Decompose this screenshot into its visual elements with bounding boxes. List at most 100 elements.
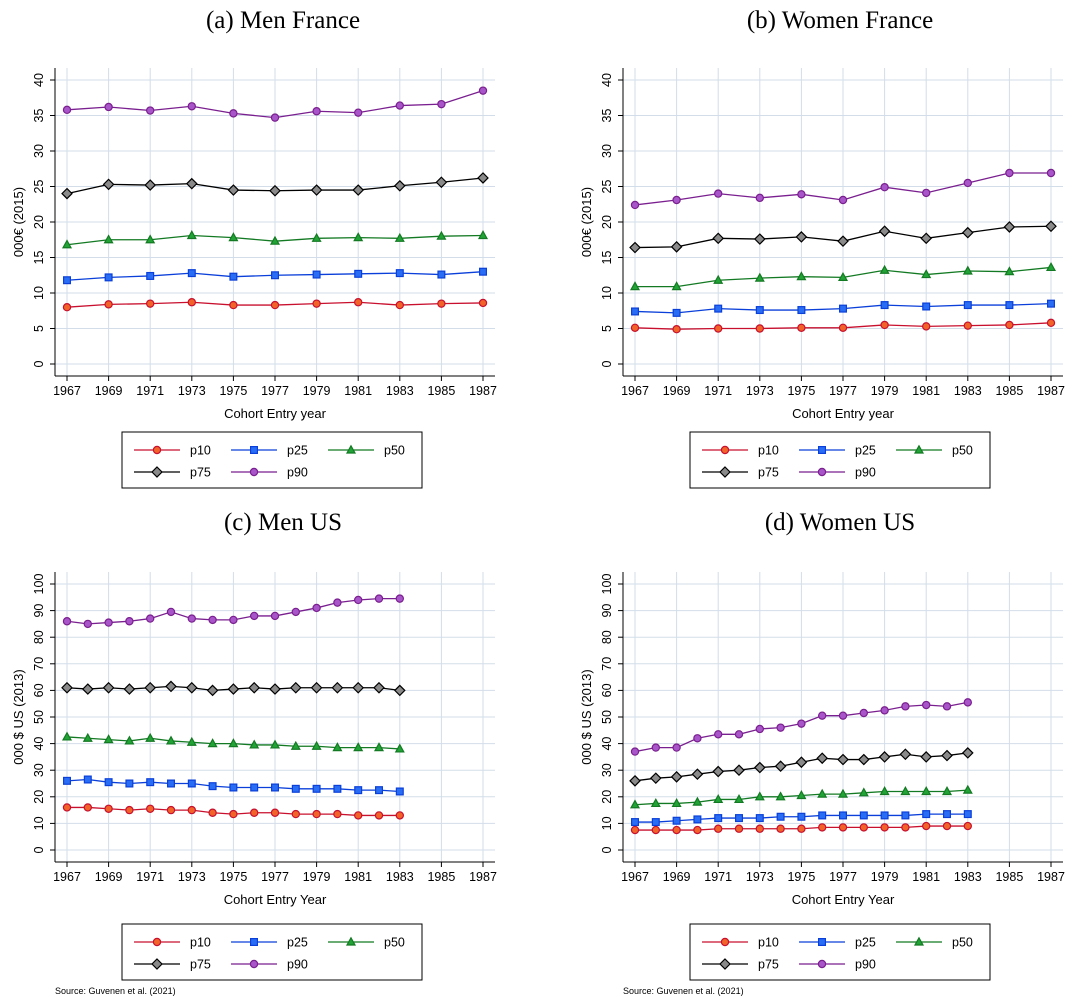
data-point-p75 [1003,221,1016,233]
data-point-p50 [879,786,890,796]
legend: p10 p25 p50 p75 p90 [689,431,991,489]
x-tick-label: 1971 [136,384,164,398]
data-point-p75 [733,764,745,777]
legend-label: p90 [287,958,308,972]
data-point-p75 [878,225,891,238]
data-point-p50 [311,232,322,242]
x-tick-label: 1967 [53,384,81,398]
data-point-p75 [795,756,808,769]
x-tick-label: 1979 [303,870,331,884]
legend-item-p10: p10 [702,936,779,950]
legend-label: p90 [287,466,308,480]
data-point-p90 [693,734,702,743]
data-point-p25 [922,810,931,819]
data-point-p10 [901,823,910,832]
data-point-p75 [753,233,766,245]
data-point-p10 [714,324,723,333]
data-point-p90 [62,105,72,115]
x-tick-label: 1975 [219,384,247,398]
chart-panel: (d) Women US 1967 1969 1971 1973 1975 1977 1979… [579,509,1065,996]
legend-label: p75 [758,466,779,480]
data-point-p75 [144,179,157,191]
data-point-p90 [1005,168,1014,178]
series-p90 [630,168,1056,210]
legend-item-p10: p10 [702,444,779,458]
data-point-p75 [310,681,323,694]
series-p50 [629,262,1057,291]
data-point-p10 [693,825,702,835]
data-point-p90 [249,611,259,621]
data-point-p50 [353,742,364,752]
x-tick-label: 1987 [469,384,497,398]
data-point-p50 [775,791,786,801]
data-point-p10 [62,803,72,812]
data-point-p10 [312,299,321,308]
data-point-p50 [228,232,239,242]
legend-label: p90 [855,466,876,480]
data-point-p25 [395,787,404,796]
data-point-p10 [776,824,785,833]
data-point-p50 [186,230,197,240]
data-point-p90 [672,195,681,205]
data-point-p50 [61,239,73,249]
legend-box [121,431,423,489]
data-point-p75 [102,681,115,694]
data-point-p10 [270,300,280,310]
legend-item-p75: p75 [134,958,211,972]
series-p25 [62,775,404,796]
data-point-p10 [62,303,72,312]
data-point-p10 [880,320,889,330]
data-point-p10 [797,824,806,833]
y-tick-label: 0 [600,846,614,853]
x-tick-label: 1977 [261,384,289,398]
data-point-p90 [963,698,973,707]
data-point-p50 [837,271,849,281]
legend-marker [719,466,731,478]
data-point-p90 [630,200,640,210]
legend-label: p10 [190,444,211,458]
x-tick-label: 1983 [954,384,982,398]
legend-marker [720,445,730,455]
data-point-p10 [630,825,640,835]
data-point-p50 [332,742,343,752]
data-point-p75 [774,760,787,773]
y-tick-label: 60 [32,683,46,697]
data-point-p75 [352,184,365,196]
data-point-p90 [437,99,446,109]
y-tick-label: 10 [600,286,614,300]
x-tick-label: 1973 [746,870,774,884]
data-point-p75 [712,765,725,778]
data-point-p10 [187,298,196,307]
data-point-p25 [776,812,785,821]
data-point-p10 [755,824,765,833]
y-tick-label: 0 [32,360,46,367]
legend-label: p25 [287,936,308,950]
x-tick-label: 1987 [469,870,497,884]
y-tick-label: 40 [32,737,46,751]
legend-marker [913,444,925,454]
data-point-p75 [837,235,849,248]
data-point-p75 [753,761,766,774]
x-tick-label: 1977 [829,870,857,884]
y-axis-label: 000€ (2015) [579,187,594,257]
x-tick-label: 1977 [261,870,289,884]
data-point-p75 [123,683,136,695]
data-point-p10 [1005,320,1014,330]
data-point-p50 [692,796,703,806]
x-tick-label: 1967 [621,870,649,884]
y-tick-label: 25 [600,180,614,194]
data-point-p90 [62,617,72,626]
legend-label: p10 [758,936,779,950]
data-point-p90 [942,702,952,711]
series-p25 [630,299,1055,317]
legend-item-p50: p50 [896,936,973,950]
data-point-p75 [712,232,725,245]
y-tick-label: 70 [32,657,46,671]
data-point-p25 [755,306,764,315]
legend-label: p50 [952,444,973,458]
data-point-p50 [650,798,661,808]
y-tick-label: 10 [600,816,614,830]
data-point-p25 [755,814,764,823]
data-point-p10 [1046,318,1056,328]
data-point-p25 [797,812,806,821]
